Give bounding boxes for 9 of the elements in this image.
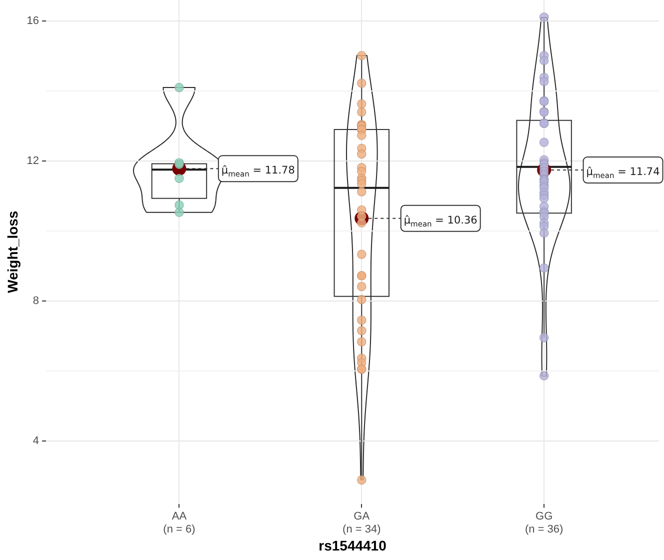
y-tick-label: 8 (32, 294, 40, 307)
y-tick-label: 4 (32, 434, 40, 447)
x-tick-label: GA (n = 34) (342, 510, 381, 536)
x-tick-label: GG (n = 36) (524, 510, 564, 536)
y-tick-label: 16 (26, 15, 40, 28)
x-tick-label: AA (n = 6) (163, 510, 196, 536)
x-axis-title: rs1544410 (318, 537, 387, 554)
y-tick-label: 12 (26, 154, 40, 167)
y-axis-title: Weight_loss (4, 210, 20, 293)
